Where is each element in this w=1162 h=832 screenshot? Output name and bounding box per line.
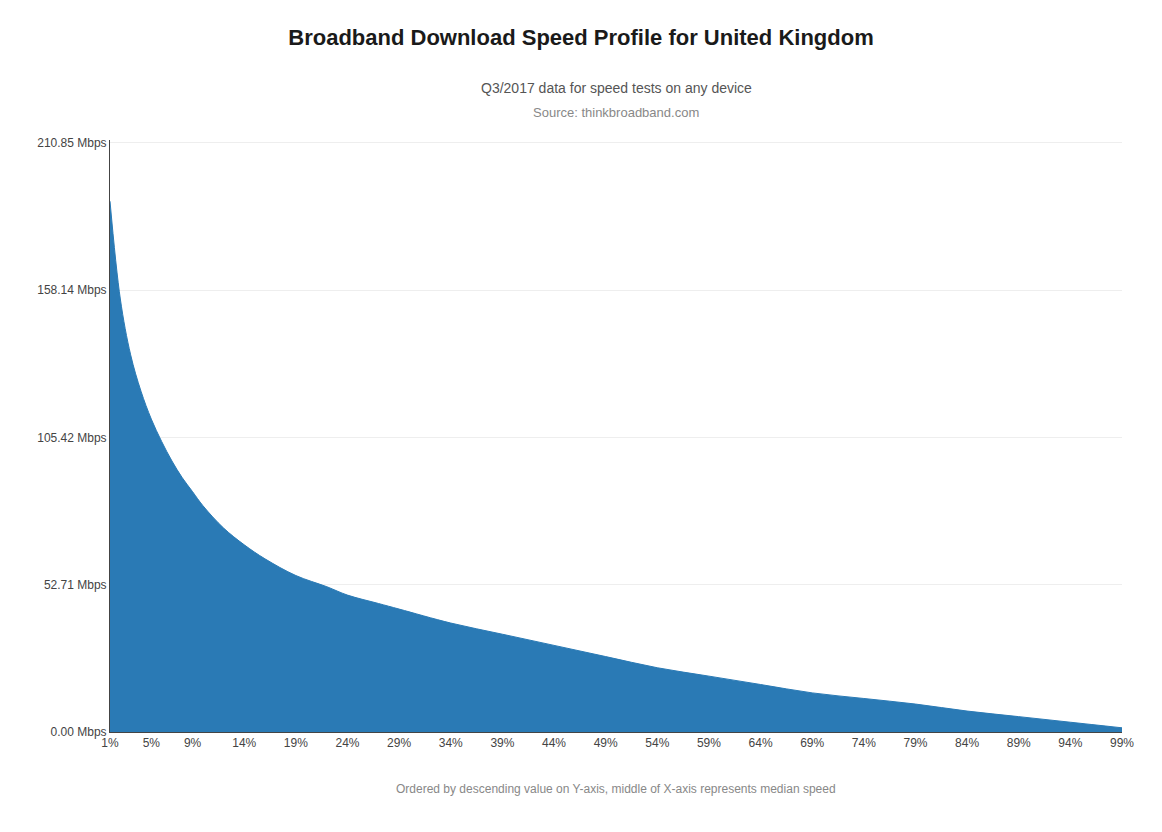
- svg-text:99%: 99%: [1110, 736, 1134, 750]
- svg-text:39%: 39%: [490, 736, 514, 750]
- svg-text:74%: 74%: [852, 736, 876, 750]
- svg-text:0.00 Mbps: 0.00 Mbps: [51, 725, 107, 739]
- svg-text:24%: 24%: [335, 736, 359, 750]
- svg-text:64%: 64%: [749, 736, 773, 750]
- svg-text:1%: 1%: [101, 736, 119, 750]
- svg-text:5%: 5%: [143, 736, 161, 750]
- svg-text:59%: 59%: [697, 736, 721, 750]
- svg-text:34%: 34%: [439, 736, 463, 750]
- svg-text:158.14 Mbps: 158.14 Mbps: [37, 283, 106, 297]
- svg-text:9%: 9%: [184, 736, 202, 750]
- svg-text:Ordered by descending value on: Ordered by descending value on Y-axis, m…: [396, 782, 836, 796]
- svg-text:89%: 89%: [1007, 736, 1031, 750]
- svg-text:Broadband Download Speed Profi: Broadband Download Speed Profile for Uni…: [288, 25, 873, 50]
- svg-text:49%: 49%: [594, 736, 618, 750]
- svg-text:79%: 79%: [903, 736, 927, 750]
- svg-text:19%: 19%: [284, 736, 308, 750]
- svg-text:69%: 69%: [800, 736, 824, 750]
- svg-text:105.42 Mbps: 105.42 Mbps: [37, 431, 106, 445]
- svg-text:29%: 29%: [387, 736, 411, 750]
- svg-text:52.71 Mbps: 52.71 Mbps: [44, 578, 107, 592]
- svg-text:14%: 14%: [232, 736, 256, 750]
- svg-text:Q3/2017 data for speed tests o: Q3/2017 data for speed tests on any devi…: [481, 80, 752, 96]
- svg-text:84%: 84%: [955, 736, 979, 750]
- svg-text:Source: thinkbroadband.com: Source: thinkbroadband.com: [533, 105, 699, 120]
- svg-text:94%: 94%: [1058, 736, 1082, 750]
- svg-text:210.85 Mbps: 210.85 Mbps: [37, 136, 106, 150]
- svg-text:54%: 54%: [645, 736, 669, 750]
- svg-text:44%: 44%: [542, 736, 566, 750]
